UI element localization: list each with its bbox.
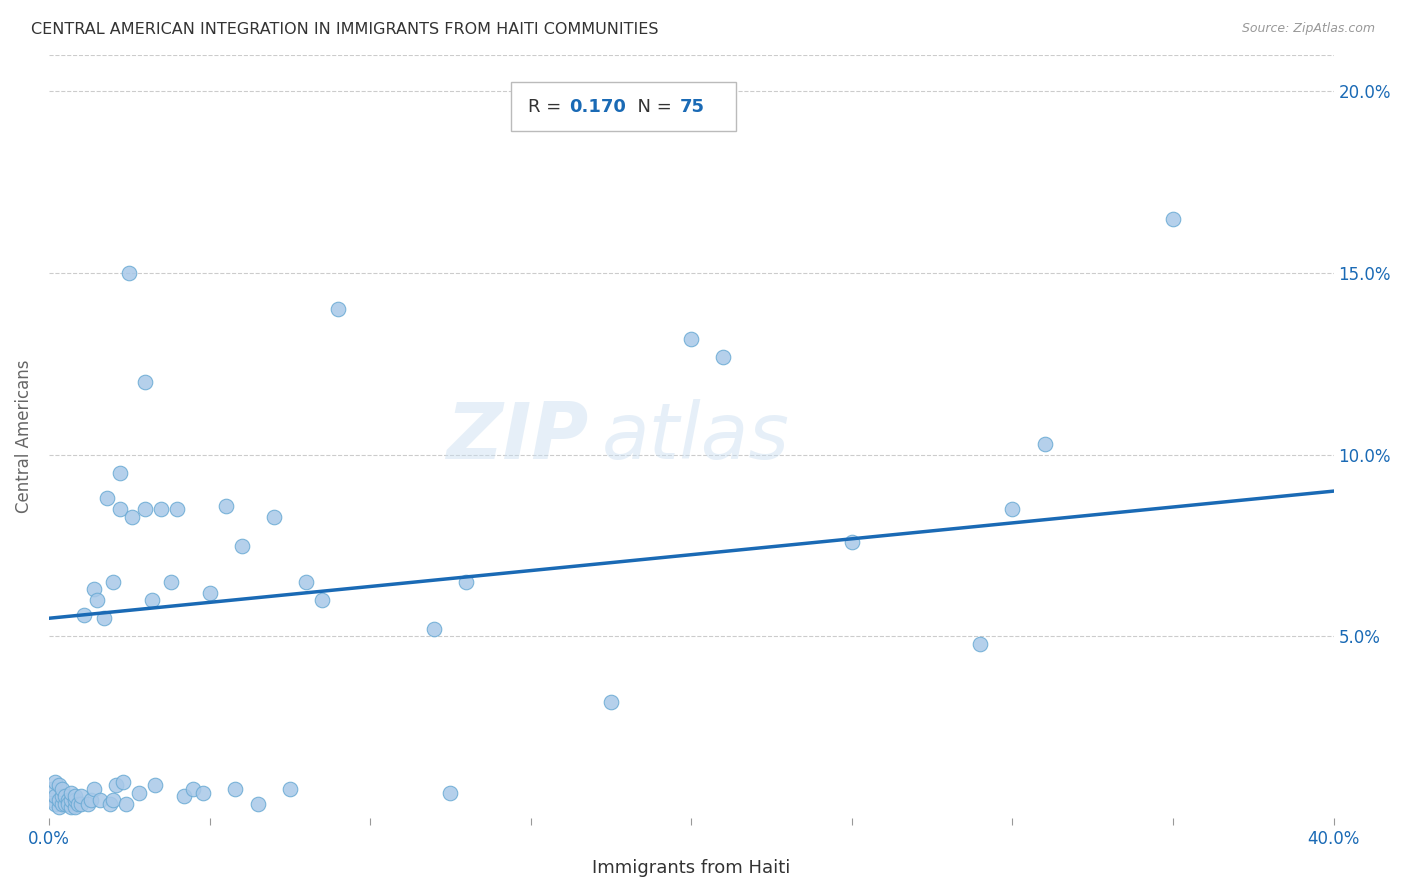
Point xyxy=(103,574,125,589)
Point xyxy=(198,586,221,600)
Point xyxy=(44,789,66,804)
Point xyxy=(191,786,214,800)
Point xyxy=(111,774,134,789)
Point xyxy=(66,797,89,811)
Point xyxy=(98,797,121,811)
Point xyxy=(1161,211,1184,226)
Point xyxy=(224,782,246,797)
Point xyxy=(456,574,478,589)
Point xyxy=(183,782,205,797)
Point xyxy=(86,593,108,607)
FancyBboxPatch shape xyxy=(512,82,737,131)
Point xyxy=(48,793,70,807)
Point xyxy=(70,797,93,811)
Point xyxy=(83,782,105,797)
X-axis label: Immigrants from Haiti: Immigrants from Haiti xyxy=(592,859,790,877)
Point xyxy=(51,789,73,804)
Point xyxy=(278,782,301,797)
Point xyxy=(73,607,96,622)
Point xyxy=(150,502,173,516)
Point xyxy=(295,574,318,589)
Point xyxy=(53,789,76,804)
Point xyxy=(713,350,735,364)
Point xyxy=(1033,437,1056,451)
Point xyxy=(103,793,125,807)
Point xyxy=(93,611,115,625)
Text: 0.170: 0.170 xyxy=(569,97,626,116)
Point xyxy=(48,778,70,792)
Point xyxy=(105,778,128,792)
Point xyxy=(58,793,80,807)
Point xyxy=(231,539,253,553)
Y-axis label: Central Americans: Central Americans xyxy=(15,359,32,514)
Point xyxy=(118,266,141,280)
Point xyxy=(166,502,188,516)
Point xyxy=(60,800,83,814)
Point xyxy=(58,797,80,811)
Point xyxy=(76,797,98,811)
Point xyxy=(311,593,333,607)
Point xyxy=(89,793,111,807)
Point xyxy=(44,774,66,789)
Point xyxy=(53,797,76,811)
Point xyxy=(63,793,86,807)
Point xyxy=(121,509,143,524)
Point xyxy=(214,499,236,513)
Point xyxy=(41,782,63,797)
Point xyxy=(70,789,93,804)
Point xyxy=(246,797,269,811)
Point xyxy=(423,622,446,636)
Point xyxy=(263,509,285,524)
Point xyxy=(96,491,118,506)
Point xyxy=(115,797,138,811)
Text: R =: R = xyxy=(529,97,567,116)
Point xyxy=(134,502,156,516)
Point xyxy=(44,797,66,811)
Point xyxy=(80,793,103,807)
Point xyxy=(160,574,183,589)
Point xyxy=(51,782,73,797)
Text: 75: 75 xyxy=(679,97,704,116)
Point xyxy=(841,535,863,549)
Point xyxy=(600,695,623,709)
Point xyxy=(108,466,131,480)
Text: atlas: atlas xyxy=(602,399,789,475)
Point xyxy=(681,332,703,346)
Text: ZIP: ZIP xyxy=(446,399,589,475)
Text: Source: ZipAtlas.com: Source: ZipAtlas.com xyxy=(1241,22,1375,36)
Point xyxy=(173,789,195,804)
Point xyxy=(83,582,105,597)
Point xyxy=(1001,502,1024,516)
Point xyxy=(63,800,86,814)
Point xyxy=(141,593,163,607)
Point xyxy=(326,302,349,317)
Point xyxy=(108,502,131,516)
Point xyxy=(60,793,83,807)
Text: N =: N = xyxy=(626,97,678,116)
Point xyxy=(60,786,83,800)
Point xyxy=(439,786,461,800)
Point xyxy=(51,797,73,811)
Point xyxy=(128,786,150,800)
Point xyxy=(134,375,156,389)
Point xyxy=(969,637,991,651)
Point xyxy=(143,778,166,792)
Point xyxy=(41,793,63,807)
Point xyxy=(63,789,86,804)
Point xyxy=(48,800,70,814)
Text: CENTRAL AMERICAN INTEGRATION IN IMMIGRANTS FROM HAITI COMMUNITIES: CENTRAL AMERICAN INTEGRATION IN IMMIGRAN… xyxy=(31,22,658,37)
